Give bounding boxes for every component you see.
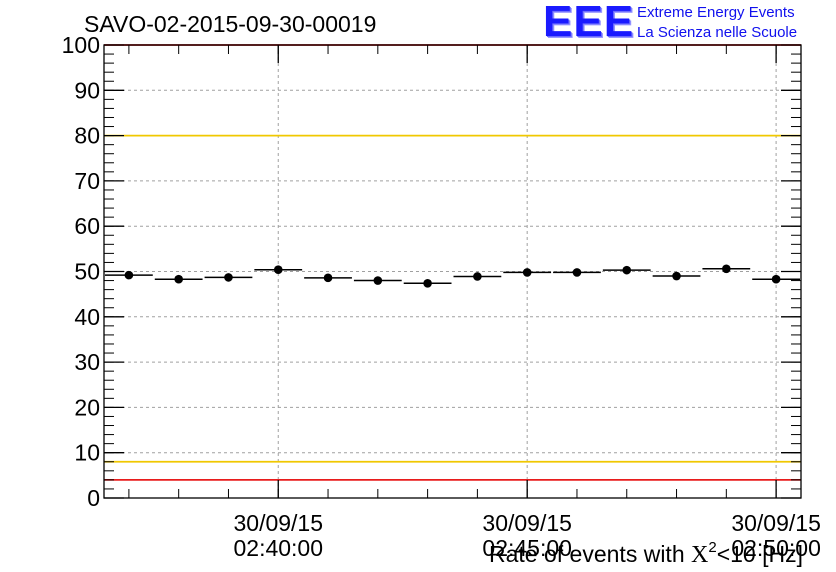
data-point (622, 265, 632, 275)
grid-lines (104, 45, 801, 498)
data-point (124, 270, 134, 280)
data-point (672, 271, 681, 281)
x-axis-label-chi: X (691, 542, 708, 568)
x-tick-label-date: 30/09/15 (731, 510, 821, 536)
data-point (273, 265, 283, 274)
data-points (105, 264, 800, 288)
eee-logo: EEE Extreme Energy Events La Scienza nel… (543, 0, 833, 46)
x-axis-label-suffix: <10 [Hz] (717, 541, 803, 567)
y-tick-label: 10 (74, 440, 100, 466)
y-tick-label: 80 (74, 123, 100, 149)
reference-lines (104, 44, 801, 481)
data-point (224, 273, 233, 282)
logo-line-1: Extreme Energy Events (637, 4, 795, 21)
x-tick-label-date: 30/09/15 (482, 510, 572, 536)
y-tick-label: 60 (74, 213, 100, 239)
axis-ticks (104, 44, 801, 499)
logo-line-2: La Scienza nelle Scuole (637, 24, 798, 41)
y-tick-label: 40 (74, 304, 100, 330)
tick-labels: 010203040506070809010030/09/1502:40:0030… (62, 32, 821, 561)
y-tick-label: 50 (74, 259, 100, 285)
data-point (473, 272, 482, 281)
data-point (572, 268, 582, 277)
y-tick-label: 90 (74, 77, 100, 103)
x-axis-label: Rate of events with X2<10 [Hz] (489, 539, 803, 568)
y-tick-label: 0 (87, 485, 100, 511)
eee-logo-mark: EEE (543, 0, 635, 46)
data-point (423, 278, 432, 288)
x-tick-label-time: 02:45:00 (482, 535, 572, 561)
chart-title: SAVO-02-2015-09-30-00019 (84, 11, 376, 37)
x-axis-label-prefix: Rate of events with (489, 541, 691, 567)
data-point (522, 268, 532, 277)
data-point (174, 274, 183, 284)
x-tick-label-time: 02:40:00 (233, 535, 323, 561)
y-tick-label: 20 (74, 394, 100, 420)
data-point (771, 274, 781, 284)
y-tick-label: 100 (62, 32, 100, 58)
data-point (373, 276, 383, 285)
y-tick-label: 70 (74, 168, 100, 194)
x-axis-label-exp: 2 (708, 539, 716, 556)
data-point (722, 264, 731, 274)
x-tick-label-time: 02:50:00 (731, 535, 821, 561)
data-point (323, 273, 333, 283)
x-tick-label-date: 30/09/15 (233, 510, 323, 536)
y-tick-label: 30 (74, 349, 100, 375)
